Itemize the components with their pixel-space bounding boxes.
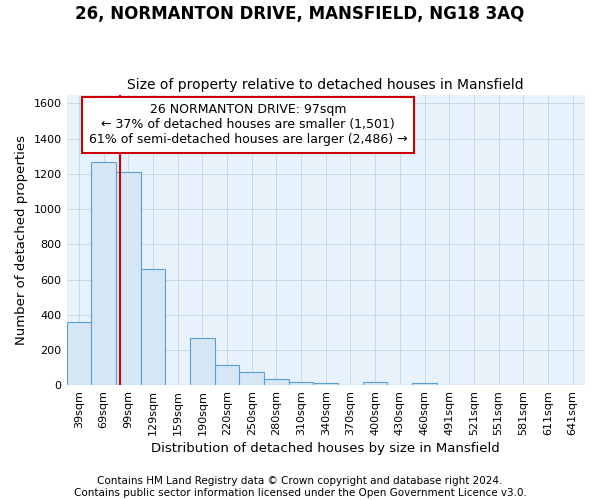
Bar: [116, 172, 140, 385]
Text: Contains HM Land Registry data © Crown copyright and database right 2024.
Contai: Contains HM Land Registry data © Crown c…: [74, 476, 526, 498]
Bar: [363, 382, 388, 385]
Text: 26 NORMANTON DRIVE: 97sqm
← 37% of detached houses are smaller (1,501)
61% of se: 26 NORMANTON DRIVE: 97sqm ← 37% of detac…: [89, 104, 407, 146]
Bar: [412, 384, 437, 385]
Bar: [264, 379, 289, 385]
Text: 26, NORMANTON DRIVE, MANSFIELD, NG18 3AQ: 26, NORMANTON DRIVE, MANSFIELD, NG18 3AQ: [76, 5, 524, 23]
Bar: [140, 269, 165, 385]
Bar: [313, 382, 338, 385]
Bar: [190, 338, 215, 385]
X-axis label: Distribution of detached houses by size in Mansfield: Distribution of detached houses by size …: [151, 442, 500, 455]
Bar: [289, 382, 313, 385]
Bar: [239, 372, 264, 385]
Bar: [67, 322, 91, 385]
Y-axis label: Number of detached properties: Number of detached properties: [15, 135, 28, 345]
Title: Size of property relative to detached houses in Mansfield: Size of property relative to detached ho…: [127, 78, 524, 92]
Bar: [91, 162, 116, 385]
Bar: [215, 365, 239, 385]
